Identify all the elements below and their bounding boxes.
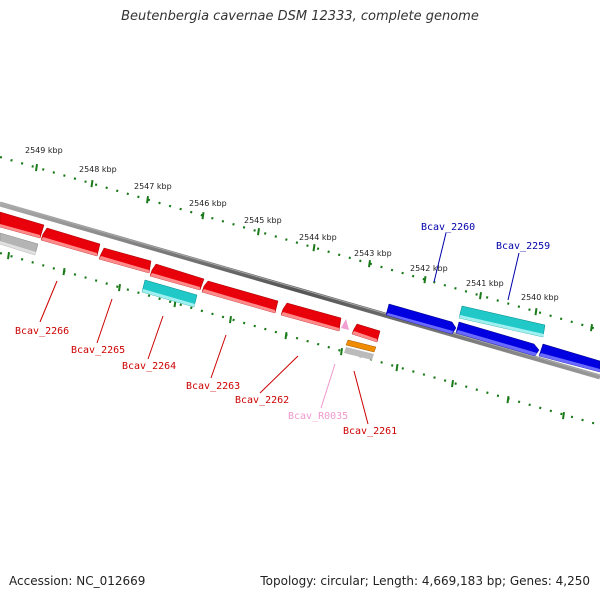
leader-bcav-2262 [259,355,299,394]
outer-tick-6 [368,260,371,268]
inner-scale [0,251,600,427]
leader-bcav-r0035 [320,363,336,409]
outer-scale: 2549 kbp 2548 kbp 2547 kbp 2546 kbp 2545… [0,146,600,332]
genome-backbone [0,201,600,380]
misc-features [0,232,377,360]
leader-lines [39,232,520,425]
scale-label-2541: 2541 kbp [466,279,504,288]
accession-text: Accession: NC_012669 [9,574,146,588]
outer-scale-ticks [35,164,593,332]
leader-bcav-2265 [96,298,113,344]
scale-label-2544: 2544 kbp [299,233,337,242]
trna-orange-under [344,347,374,360]
gene-label-bcav-2261[interactable]: Bcav_2261 [343,426,397,437]
leader-bcav-2260 [433,232,447,283]
gene-label-bcav-2263[interactable]: Bcav_2263 [186,381,240,392]
rna-cyan-right-shine [459,315,544,337]
inner-scale-ticks [7,251,565,420]
genome-summary-text: Topology: circular; Length: 4,669,183 bp… [260,574,590,588]
gene-track-blue [385,303,600,373]
outer-tick-0 [35,164,38,172]
outer-tick-2 [146,196,149,204]
gene-track-forward [0,211,381,343]
leader-bcav-2263 [210,334,227,379]
scale-label-2540: 2540 kbp [521,293,559,302]
outer-tick-5 [312,244,316,252]
gene-bcav-2264-shine [99,256,149,273]
inner-tick-2 [118,283,121,292]
gene-label-bcav-2260[interactable]: Bcav_2260 [421,222,475,233]
gene-blue-right-shine [539,353,600,372]
outer-tick-1 [90,180,94,188]
genome-backbone-highlight [0,202,600,376]
gene-label-bcav-2264[interactable]: Bcav_2264 [122,361,176,372]
inner-tick-1 [62,267,66,276]
gene-bcav-2265-shine [41,237,97,256]
inner-tick-5 [284,331,288,340]
map-title: Beutenbergia cavernae DSM 12333, complet… [121,9,479,24]
inner-tick-0 [7,251,10,260]
gene-gray-left-shine [0,241,36,255]
scale-label-2543: 2543 kbp [354,249,392,258]
leader-bcav-2266 [39,280,58,323]
gene-label-bcav-2266[interactable]: Bcav_2266 [15,326,69,337]
scale-label-2542: 2542 kbp [410,264,448,273]
gene-bcav-2260-shine [386,313,453,334]
gene-small-red-shine [352,331,377,342]
gene-label-bcav-2265[interactable]: Bcav_2265 [71,345,125,356]
inner-tick-6 [340,347,343,356]
inner-tick-10 [562,411,565,420]
scale-label-2546: 2546 kbp [189,199,227,208]
scale-label-2545: 2545 kbp [244,216,282,225]
leader-bcav-2259 [507,252,520,301]
scale-label-2548: 2548 kbp [79,165,117,174]
inner-tick-7 [395,363,399,372]
leader-bcav-2261 [353,370,369,425]
inner-tick-9 [506,395,510,404]
outer-tick-10 [590,324,593,332]
outer-tick-4 [257,228,260,236]
trna-orange[interactable] [345,339,377,353]
gene-label-bcav-2259[interactable]: Bcav_2259 [496,241,550,252]
gene-bcav-2266-shine [0,224,40,238]
scale-label-2549: 2549 kbp [25,146,63,155]
outer-tick-7 [423,276,427,284]
leader-bcav-2264 [147,315,164,360]
gene-bcav-2262-shine [202,289,275,313]
gene-label-bcav-2262[interactable]: Bcav_2262 [235,395,289,406]
outer-scale-labels: 2549 kbp 2548 kbp 2547 kbp 2546 kbp 2545… [25,146,559,302]
gene-bcav-2261-shine [281,312,339,331]
gene-bcav-r0035[interactable] [341,319,349,330]
outer-tick-8 [479,292,482,300]
gene-bcav-2263-shine [150,273,200,290]
outer-tick-3 [201,212,205,220]
gene-bcav-2259-shine [456,330,537,356]
rna-track [141,279,546,338]
gene-label-bcav-r0035[interactable]: Bcav_R0035 [288,411,348,422]
gene-bcav-2260[interactable] [385,303,457,335]
inner-tick-4 [229,315,232,324]
scale-label-2547: 2547 kbp [134,182,172,191]
inner-tick-8 [451,379,454,388]
rna-cyan-left-shine [142,289,195,307]
gene-labels: Bcav_2266 Bcav_2265 Bcav_2264 Bcav_2263 … [15,222,550,437]
outer-tick-9 [534,308,538,316]
